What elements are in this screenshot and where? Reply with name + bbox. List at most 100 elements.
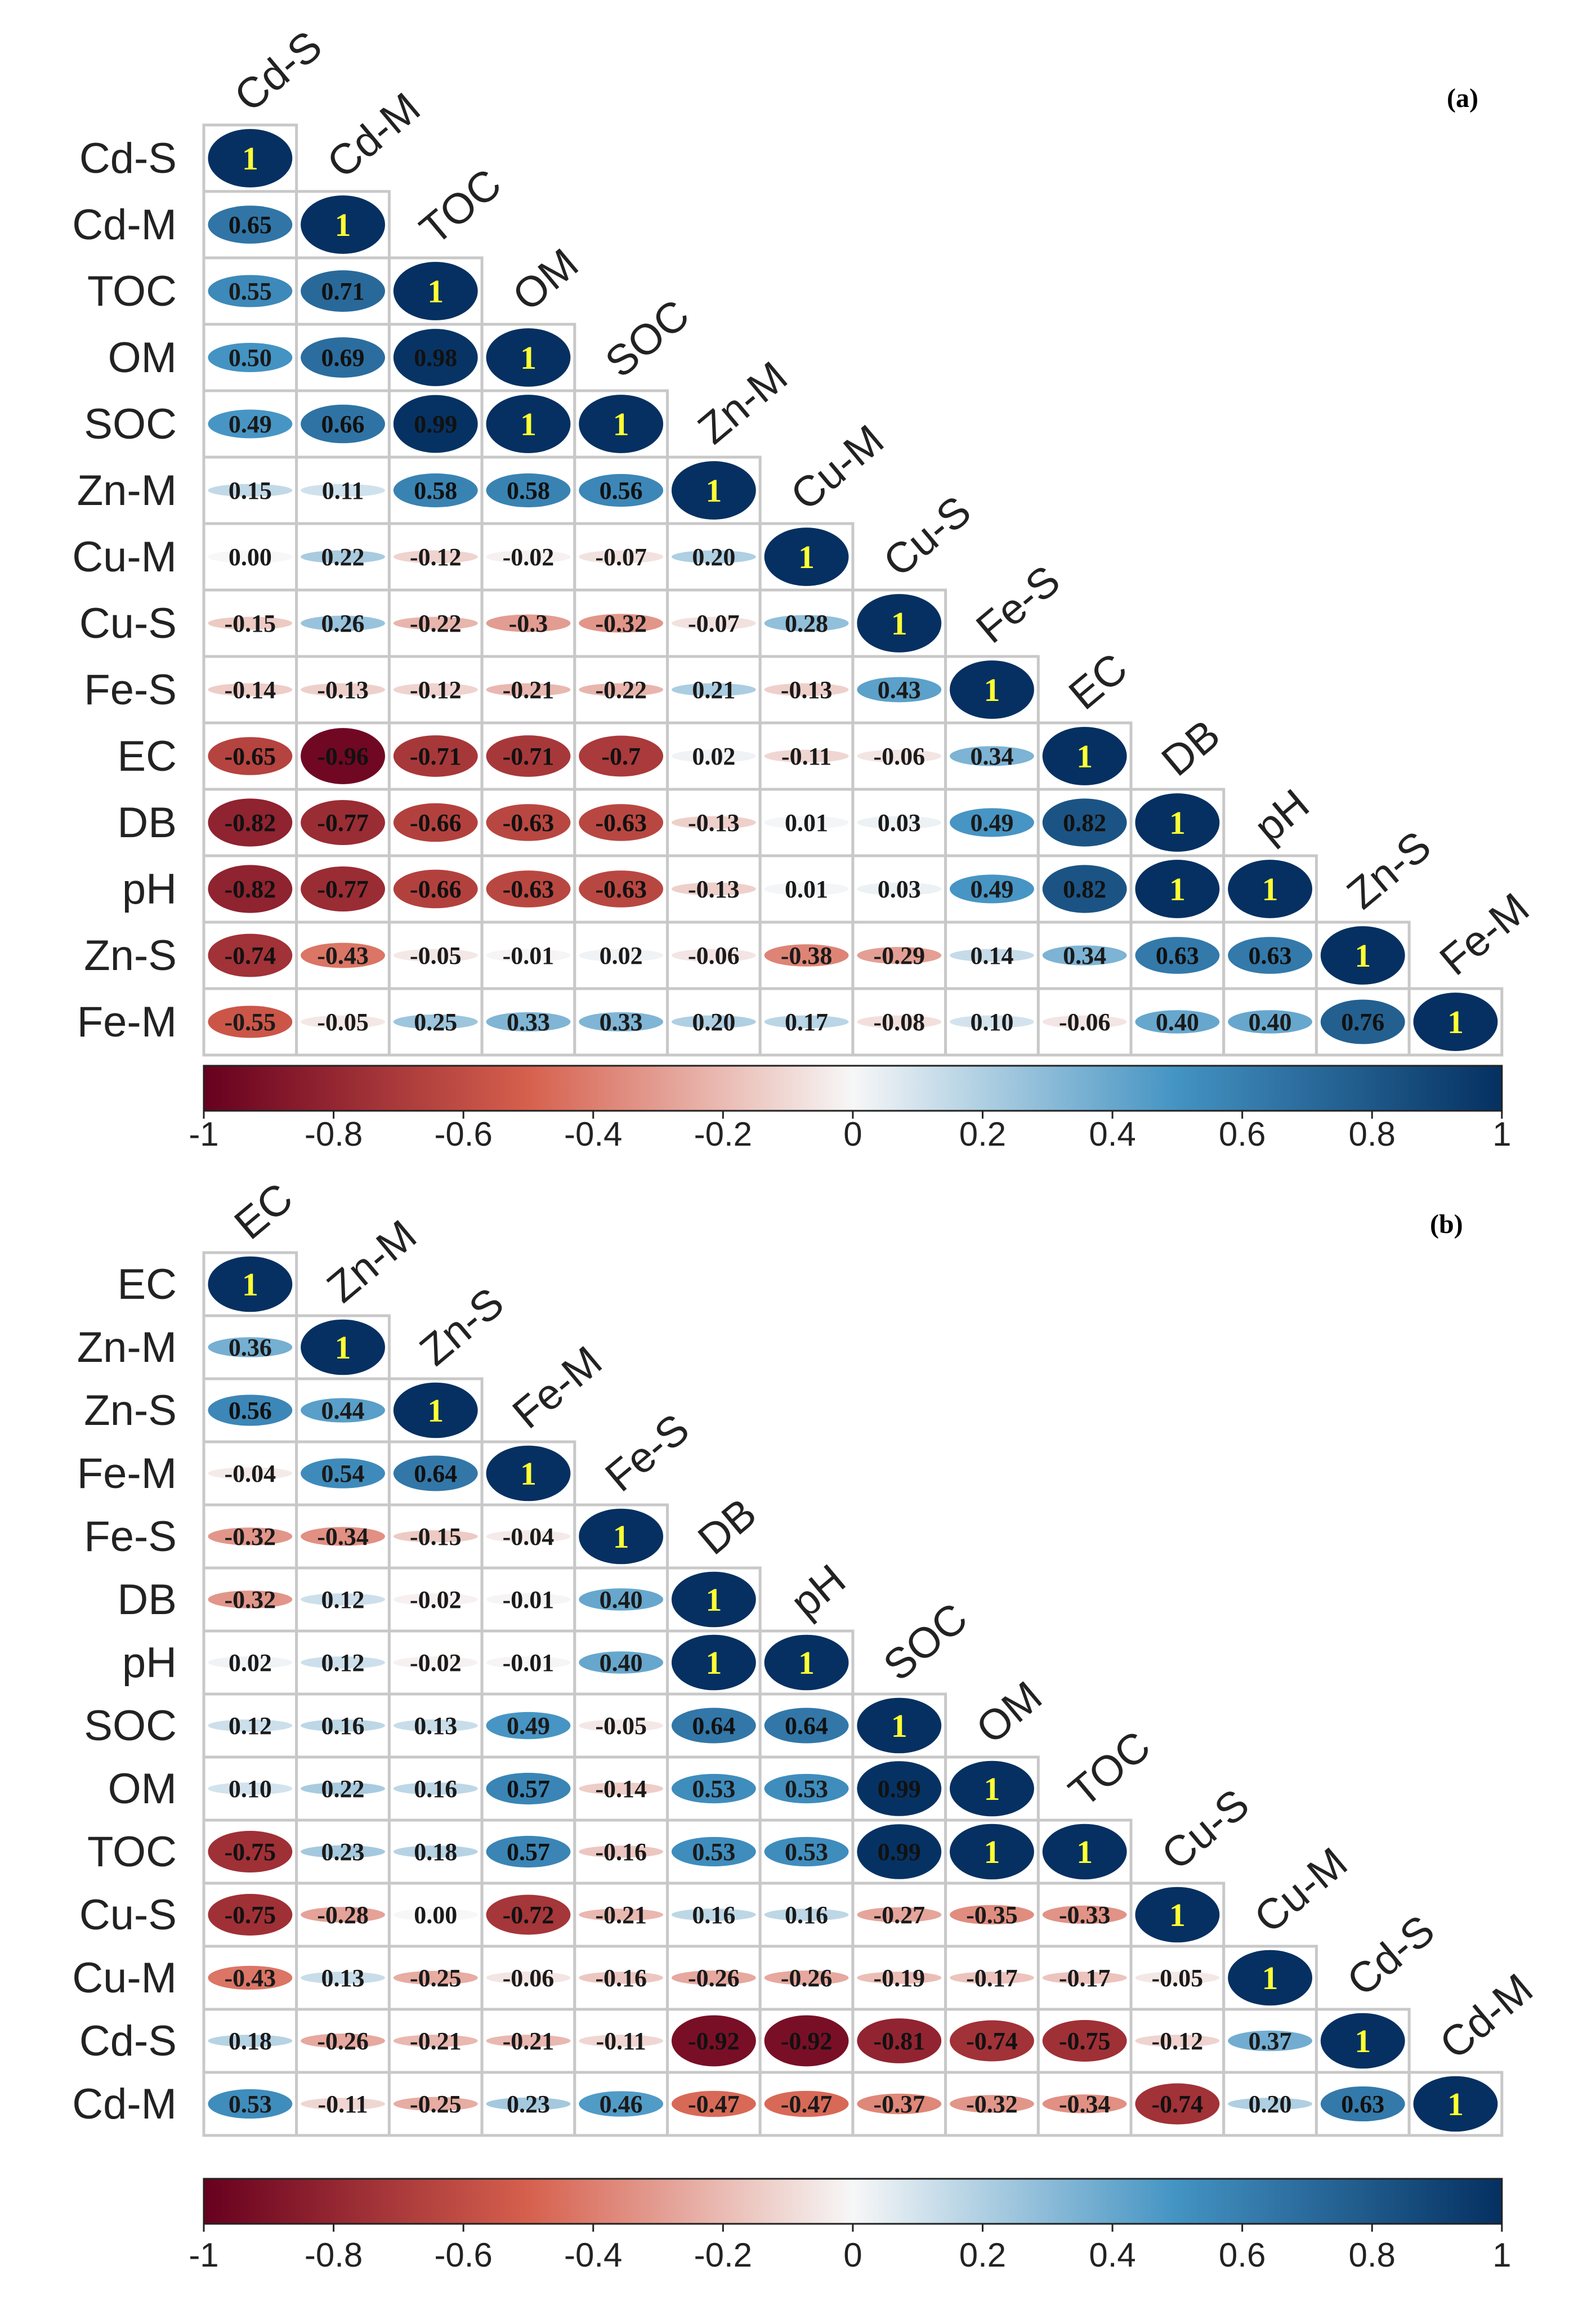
correlation-ellipse (579, 2091, 664, 2117)
data-label: 0.15 (229, 477, 272, 504)
correlation-ellipse (301, 337, 385, 378)
data-label: 0.03 (878, 875, 921, 903)
data-label: 0.56 (229, 1397, 272, 1424)
correlation-ellipse (208, 275, 293, 307)
correlation-ellipse (1320, 2013, 1405, 2069)
cell-cd-s-cu-s: -0.12 (1129, 2008, 1226, 2074)
row-label-fe-m: Fe-M (77, 998, 177, 1046)
data-label: -0.32 (225, 1523, 276, 1550)
data-label: 0.12 (229, 1712, 272, 1740)
cell-om-ec: 0.10 (202, 1755, 298, 1822)
data-label: 0.16 (414, 1775, 457, 1803)
correlation-ellipse (579, 1588, 664, 1611)
correlation-ellipse (208, 1590, 293, 1608)
correlation-ellipse (671, 949, 756, 962)
correlation-ellipse (1320, 999, 1405, 1044)
column-label-fe-s: Fe-S (596, 1405, 698, 1501)
data-label: -0.74 (1152, 2090, 1204, 2118)
correlation-ellipse (671, 550, 756, 564)
cell-fe-s-zn-m: 0.21 (666, 655, 762, 725)
correlation-ellipse (857, 1972, 942, 1984)
correlation-ellipse (393, 1593, 478, 1606)
cell-cd-s-ph: -0.92 (758, 2008, 855, 2074)
colorbar-gradient (203, 2178, 1503, 2225)
row-label-om: OM (108, 334, 177, 382)
correlation-ellipse (950, 2020, 1034, 2062)
cell-cd-s-om: -0.74 (944, 2008, 1040, 2074)
correlation-ellipse (857, 1824, 942, 1879)
data-label: -0.29 (873, 942, 925, 969)
data-label: 0.40 (600, 1649, 643, 1677)
data-label: 0.69 (321, 344, 365, 372)
cell-cd-m-cu-s: -0.74 (1129, 2071, 1226, 2137)
cell-ph-cd-m: -0.77 (295, 854, 391, 924)
colorbar-gradient (203, 1065, 1503, 1112)
data-label: 0.65 (229, 211, 272, 239)
data-label: -0.43 (225, 1964, 276, 1992)
data-label: 1 (891, 605, 907, 642)
correlation-ellipse (671, 1634, 756, 1691)
correlation-ellipse (486, 2035, 571, 2047)
data-label: -0.21 (410, 2027, 462, 2055)
cell-zn-m-cd-s: 0.15 (202, 455, 298, 525)
column-label-cu-s: Cu-S (875, 487, 980, 586)
matrix-cells: 1 0.36 1 0.56 0.44 1 -0.04 0.54 0.64 1 -0.32 -0.34 -… (202, 1251, 1504, 2137)
data-label: -0.92 (781, 2027, 833, 2055)
cell-toc-fe-m: 0.57 (480, 1818, 576, 1885)
correlation-ellipse (1228, 937, 1312, 974)
data-label: 0.44 (321, 1397, 365, 1424)
cell-fe-m-zn-s: 0.64 (387, 1440, 484, 1507)
cell-cu-s-om: -0.3 (480, 588, 576, 658)
correlation-ellipse (208, 683, 293, 696)
cell-ph-zn-m: -0.13 (666, 854, 762, 924)
data-label: 0.98 (414, 344, 457, 372)
row-label-cu-m: Cu-M (72, 533, 177, 581)
data-label: 0.57 (507, 1775, 550, 1803)
data-label: -0.16 (595, 1964, 647, 1992)
cell-zn-s-zn-s: 1 (387, 1377, 484, 1444)
cell-cd-s-ec: 0.18 (202, 2008, 298, 2074)
correlation-ellipse (486, 395, 571, 453)
column-label-cu-s: Cu-S (1153, 1780, 1258, 1879)
data-label: 0.02 (692, 743, 735, 770)
cell-cd-m-zn-m: -0.11 (295, 2071, 391, 2137)
cell-toc-cd-m: 0.71 (295, 256, 391, 326)
correlation-ellipse (1042, 1015, 1127, 1029)
cell-ec-om: -0.71 (480, 721, 576, 791)
colorbar-tick-label: -0.4 (564, 1115, 622, 1153)
cell-zn-s-fe-s: 0.14 (944, 920, 1040, 990)
column-label-soc: SOC (875, 1594, 977, 1690)
correlation-ellipse (579, 1845, 664, 1858)
data-label: 0.71 (321, 278, 365, 305)
data-label: 0.99 (414, 410, 457, 438)
data-label: -0.01 (503, 942, 555, 969)
column-label-db: DB (689, 1489, 766, 1564)
correlation-ellipse (393, 683, 478, 696)
cell-fe-s-om: -0.21 (480, 655, 576, 725)
cell-om-db: 0.53 (666, 1755, 762, 1822)
cell-soc-zn-s: 0.13 (387, 1692, 484, 1759)
data-label: -0.34 (317, 1523, 369, 1550)
data-label: 0.50 (229, 344, 272, 372)
cell-db-zn-s: -0.02 (387, 1566, 484, 1633)
correlation-ellipse (1135, 937, 1220, 974)
data-label: -0.26 (688, 1964, 740, 1992)
data-label: 1 (427, 1392, 444, 1429)
correlation-ellipse (671, 1773, 756, 1804)
correlation-ellipse (208, 129, 293, 187)
cell-zn-s-cu-m: -0.38 (758, 920, 855, 990)
data-label: -0.05 (595, 1712, 647, 1740)
correlation-ellipse (486, 473, 571, 508)
correlation-ellipse (579, 2035, 664, 2047)
correlation-ellipse (486, 1012, 571, 1032)
data-label: 1 (520, 406, 537, 443)
correlation-ellipse (301, 1845, 385, 1858)
column-label-fe-m: Fe-M (1431, 884, 1538, 985)
colorbar-tick-label: -1 (189, 1115, 218, 1153)
correlation-ellipse (1413, 993, 1498, 1051)
correlation-ellipse (1042, 865, 1127, 913)
data-label: 0.25 (414, 1008, 457, 1036)
cell-toc-ec: -0.75 (202, 1818, 298, 1885)
data-label: -0.17 (1059, 1964, 1111, 1992)
correlation-ellipse (208, 1894, 293, 1936)
